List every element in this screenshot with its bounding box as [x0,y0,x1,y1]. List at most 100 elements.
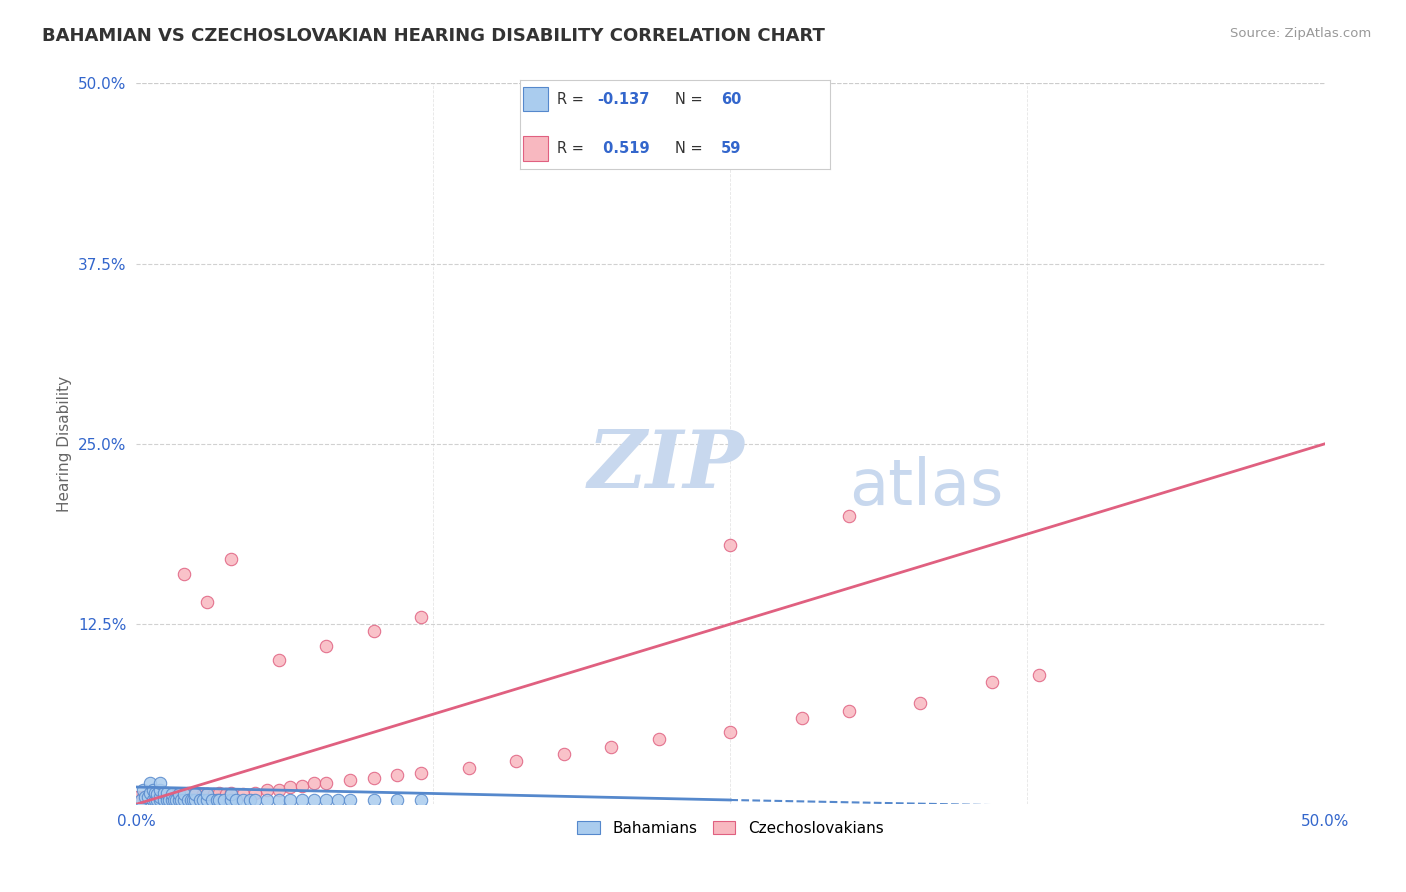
Point [267,653,290,667]
Point [291,779,314,793]
Point [181,790,204,805]
Point [339,793,361,807]
Point [173,793,195,807]
Point [165,787,187,801]
Text: N =: N = [675,92,707,107]
Point [173,787,195,801]
Text: -0.137: -0.137 [598,92,650,107]
Point [195,793,218,807]
Point [553,747,575,761]
Point [167,793,190,807]
Point [304,793,326,807]
Point [411,793,433,807]
Text: R =: R = [557,92,589,107]
Point [191,787,214,801]
Point [170,787,193,801]
Point [156,787,179,801]
Text: 59: 59 [721,141,741,156]
Point [205,793,228,807]
Text: Source: ZipAtlas.com: Source: ZipAtlas.com [1230,27,1371,40]
Point [291,793,314,807]
Point [142,793,165,807]
Point [208,786,231,800]
Point [219,552,242,566]
Point [134,790,156,805]
Point [143,793,166,807]
Point [256,783,278,797]
Point [136,790,159,805]
Point [411,765,433,780]
Point [181,793,204,807]
Point [201,793,224,807]
Point [149,786,172,800]
Point [505,754,527,768]
Point [411,610,433,624]
Point [191,793,214,807]
Point [243,793,266,807]
Point [153,790,176,805]
Point [153,793,176,807]
Text: 0.519: 0.519 [598,141,650,156]
Point [315,793,337,807]
Point [163,790,186,805]
Point [339,772,361,787]
Text: R =: R = [557,141,589,156]
Point [267,793,290,807]
Point [180,793,202,807]
Point [212,793,235,807]
Point [139,786,162,800]
FancyBboxPatch shape [523,136,548,161]
Point [239,793,262,807]
Point [173,790,195,805]
Point [219,793,242,807]
Point [648,732,671,747]
Point [219,786,242,800]
Point [149,783,172,797]
Point [156,786,179,800]
Point [146,790,169,805]
Point [157,790,180,805]
Point [167,790,190,805]
Point [127,790,149,805]
Point [149,790,172,805]
Point [165,793,187,807]
Point [142,783,165,797]
Point [208,793,231,807]
Point [184,793,207,807]
Point [202,787,225,801]
Point [177,786,200,800]
Point [184,786,207,800]
Text: 60: 60 [721,92,741,107]
Point [363,772,385,786]
Point [195,787,218,801]
Point [363,624,385,639]
Point [315,639,337,653]
Point [280,780,302,794]
Point [718,538,741,552]
Point [146,787,169,801]
Point [315,775,337,789]
Point [387,793,409,807]
Point [910,697,932,711]
Point [256,793,278,807]
Point [838,508,860,523]
Point [457,761,479,775]
Point [980,674,1002,689]
Point [243,786,266,800]
Point [156,793,179,807]
Text: ZIP: ZIP [588,426,745,504]
FancyBboxPatch shape [523,87,548,112]
Point [146,793,169,807]
Point [363,793,385,807]
Point [160,787,183,801]
Point [129,793,152,807]
Point [153,786,176,800]
Point [232,787,254,801]
Point [160,793,183,807]
Point [132,790,155,805]
Point [143,786,166,800]
Legend: Bahamians, Czechoslovakians: Bahamians, Czechoslovakians [569,814,891,844]
Point [718,725,741,739]
Point [188,793,211,807]
Point [838,704,860,718]
